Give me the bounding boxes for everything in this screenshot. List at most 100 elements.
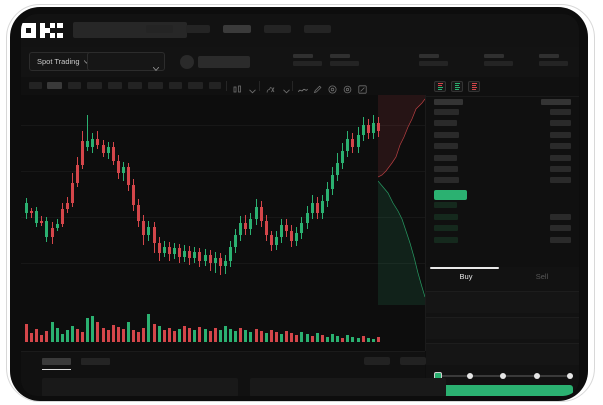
timeframe-button-7[interactable] [148,82,163,89]
volume-bar [178,329,182,342]
volume-bar [351,337,355,342]
bid-row-3-size [550,225,571,232]
ask-row-3-size [550,131,571,138]
volume-bar [341,338,345,342]
device-bezel-outline [6,4,595,402]
indicators-icon[interactable] [266,81,275,99]
nav-item-1[interactable] [146,25,173,33]
timeframe-button-6[interactable] [128,82,142,89]
order-book-mid-price [434,189,467,200]
volume-bar [91,316,95,342]
nav-item-5[interactable] [304,25,331,33]
coin-icon [180,55,194,69]
pair-select[interactable] [87,52,165,72]
volume-bar [234,331,238,342]
ask-row-6-price[interactable] [434,166,458,172]
nav-item-2[interactable] [186,25,210,33]
stat-value [419,61,448,66]
submit-order-button[interactable] [434,385,573,396]
order-book-column-header-size [541,99,571,105]
drawing-pencil-icon[interactable] [313,81,322,99]
magnet-icon[interactable] [328,81,337,99]
volume-bar [152,324,156,342]
order-amount-field[interactable] [426,317,579,339]
order-total-field[interactable] [426,343,579,365]
slider-stop-25[interactable] [467,373,473,379]
volume-bar [244,330,248,342]
orderbook-view-asks-icon[interactable] [468,81,480,92]
volume-bar [40,335,44,342]
stat-value [293,61,322,66]
stat-24h-high [330,54,359,66]
volume-bar [111,325,115,342]
bid-row-1-price[interactable] [434,202,457,209]
bottom-card-left [42,378,238,396]
chart-settings-icon[interactable] [343,81,352,99]
order-book-column-header-price[interactable] [434,99,463,105]
orderbook-view-bids-icon[interactable] [451,81,463,92]
volume-bar [371,339,375,342]
indicators-chevron-icon[interactable] [283,81,290,99]
nav-item-4[interactable] [264,25,291,33]
timeframe-button-5[interactable] [108,82,122,89]
volume-bar [172,331,176,342]
volume-bar [269,330,273,342]
bid-row-3-price[interactable] [434,225,458,232]
tab-buy[interactable]: Buy [459,272,473,281]
stat-24h-turnover [539,54,568,66]
chart-type-chevron-icon[interactable] [249,81,256,99]
timeframe-button-8[interactable] [169,82,182,89]
fullscreen-icon[interactable] [358,81,367,99]
volume-bar [132,330,136,342]
ask-row-2-price[interactable] [434,120,457,127]
volume-bar [280,334,284,342]
gridline [21,171,425,172]
volume-bar [183,326,187,342]
chart-type-icon[interactable] [233,81,242,99]
volume-bar [76,329,80,342]
volume-bar [331,334,335,342]
volume-bar [50,322,54,342]
price-chart[interactable] [21,95,426,305]
order-price-field[interactable] [426,291,579,313]
stat-24h-change [293,54,322,66]
gridline [21,263,425,264]
ask-row-3-price[interactable] [434,131,459,138]
volume-bar [25,324,29,342]
nav-item-3[interactable] [223,25,251,33]
tab-open-orders[interactable] [42,358,71,365]
slider-stop-50[interactable] [500,373,506,379]
ask-row-7-price[interactable] [434,177,459,184]
ask-row-1-price[interactable] [434,109,459,115]
bottom-action-2[interactable] [400,357,426,365]
gridline [21,125,425,126]
ask-row-4-price[interactable] [434,143,458,150]
timeframe-button-10[interactable] [209,82,221,89]
tab-order-history[interactable] [81,358,110,365]
slider-stop-100[interactable] [567,373,573,379]
stat-label [293,54,313,58]
bottom-action-1[interactable] [364,357,390,365]
volume-bar [188,328,192,342]
slider-stop-75[interactable] [534,373,540,379]
ask-row-5-price[interactable] [434,154,457,161]
timeframe-button-2[interactable] [47,82,62,89]
timeframe-button-4[interactable] [87,82,102,89]
line-tool-icon[interactable] [298,81,308,99]
orderbook-view-both-icon[interactable] [434,81,446,92]
volume-bar [121,329,125,342]
bid-row-2-price[interactable] [434,213,458,220]
volume-bar [65,330,69,342]
bid-row-4-price[interactable] [434,236,458,243]
tab-sell[interactable]: Sell [535,272,549,281]
okx-logo-icon[interactable] [21,23,63,38]
timeframe-button-3[interactable] [68,82,81,89]
volume-bar [264,333,268,342]
timeframe-button-1[interactable] [29,82,42,89]
volume-bar [193,330,197,342]
toolbar-divider [259,81,260,91]
timeframe-button-9[interactable] [188,82,203,89]
percent-slider[interactable] [434,372,573,380]
volume-bar [366,338,370,342]
